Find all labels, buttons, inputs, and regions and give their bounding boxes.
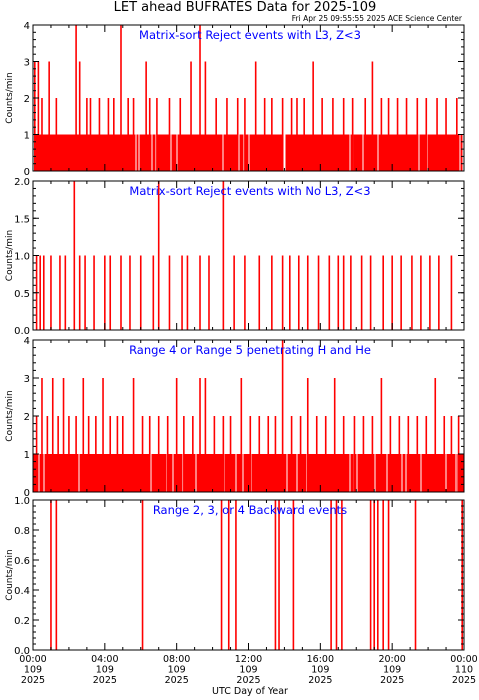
x-tick-label: 2025 — [236, 675, 260, 686]
y-tick-label: 0 — [24, 488, 30, 499]
panel-title: Matrix-sort Reject events with L3, Z<3 — [139, 28, 361, 42]
x-tick-label: 109 — [383, 665, 401, 676]
x-tick-label: 2025 — [380, 675, 404, 686]
y-tick-label: 0.2 — [14, 616, 30, 627]
panel-2-frame — [32, 180, 465, 331]
panel-title: Range 4 or Range 5 penetrating H and He — [129, 343, 371, 357]
y-axis-label: Counts/min — [5, 390, 15, 441]
y-tick-label: 0.5 — [14, 289, 30, 300]
y-tick-label: 0.6 — [14, 556, 30, 567]
y-tick-label: 2 — [24, 94, 30, 105]
y-axis-label: Counts/min — [5, 230, 15, 281]
x-axis-label: UTC Day of Year — [212, 686, 288, 697]
x-tick-label: 109 — [168, 665, 186, 676]
panel-4-frame — [32, 499, 465, 651]
x-tick-label: 2025 — [93, 675, 117, 686]
panel-3: 0 1 2 3 4 Counts/min Range 4 or Range 5 penetr… — [5, 336, 465, 499]
x-tick-label: 109 — [311, 665, 329, 676]
y-tick-label: 3 — [24, 374, 30, 385]
y-tick-label: 2.0 — [14, 177, 30, 188]
x-tick-label: 16:00 — [307, 654, 334, 665]
x-tick-label: 12:00 — [235, 654, 262, 665]
y-tick-label: 1.5 — [14, 214, 30, 225]
chart-title: LET ahead BUFRATES Data for 2025-109 — [114, 0, 377, 15]
panel-1: 0 1 2 3 4 Counts/min Matrix-sort Reject events… — [5, 21, 465, 178]
y-tick-label: 0.0 — [14, 646, 30, 657]
y-tick-label: 1.0 — [14, 252, 30, 263]
x-axis: 00:00109202504:00109202508:00109202512:0… — [19, 654, 477, 686]
panel-2: 0.0 0.5 1.0 1.5 2.0 Counts/min Matrix-sort Rej… — [5, 177, 465, 337]
x-tick-label: 109 — [96, 665, 114, 676]
x-tick-label: 2025 — [165, 675, 189, 686]
x-tick-label: 2025 — [308, 675, 332, 686]
y-tick-label: 4 — [24, 336, 30, 347]
x-tick-label: 04:00 — [91, 654, 118, 665]
y-tick-label: 0.8 — [14, 526, 30, 537]
x-tick-label: 08:00 — [163, 654, 190, 665]
x-tick-label: 109 — [24, 665, 42, 676]
y-tick-label: 0.0 — [14, 326, 30, 337]
y-axis-label: Counts/min — [5, 549, 15, 600]
y-axis-label: Counts/min — [5, 72, 15, 123]
y-tick-label: 0 — [24, 167, 30, 178]
y-tick-label: 1 — [24, 131, 30, 142]
panel-title: Matrix-sort Reject events with No L3, Z<… — [129, 184, 370, 198]
x-tick-label: 2025 — [452, 675, 476, 686]
x-tick-label: 00:00 — [19, 654, 46, 665]
y-tick-label: 3 — [24, 58, 30, 69]
panels-group: 0 1 2 3 4 Counts/min Matrix-sort Reject events… — [5, 21, 465, 657]
timestamp-label: Fri Apr 25 09:55:55 2025 ACE Science Cen… — [292, 14, 463, 23]
x-tick-label: 2025 — [21, 675, 45, 686]
x-tick-label: 00:00 — [450, 654, 477, 665]
y-tick-label: 1.0 — [14, 496, 30, 507]
y-tick-label: 4 — [24, 21, 30, 32]
y-tick-label: 0.4 — [14, 586, 30, 597]
y-tick-label: 2 — [24, 412, 30, 423]
y-tick-label: 1 — [24, 450, 30, 461]
panel-title: Range 2, 3, or 4 Backward events — [153, 503, 347, 517]
x-tick-label: 110 — [455, 665, 473, 676]
panel-4: 0.0 0.2 0.4 0.6 0.8 1.0 Counts/min Range 2, 3, … — [5, 496, 465, 657]
panel-3-baseline-trace — [33, 454, 464, 492]
x-tick-label: 20:00 — [378, 654, 405, 665]
x-tick-label: 109 — [239, 665, 257, 676]
